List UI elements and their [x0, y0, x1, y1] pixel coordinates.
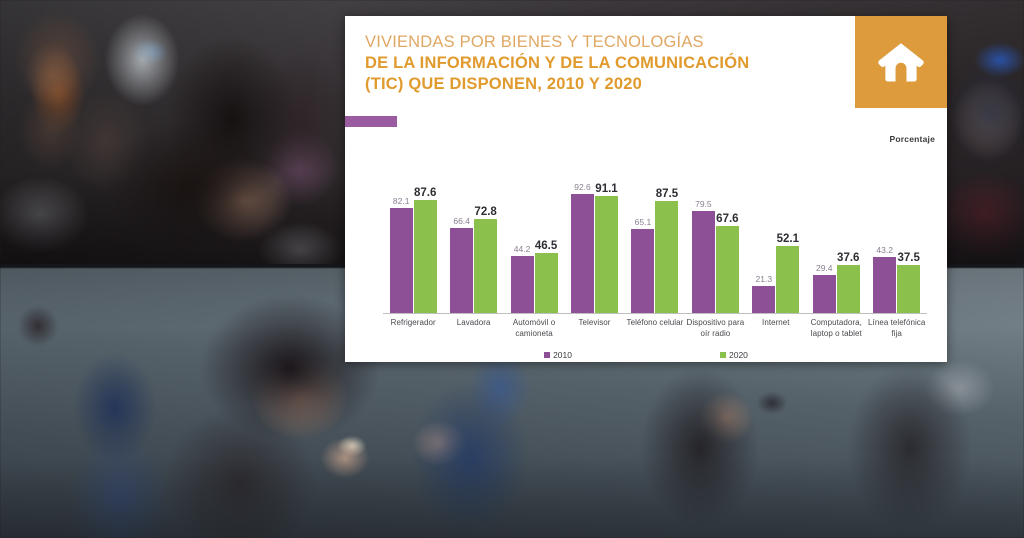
bar-value-label: 79.5 [695, 199, 712, 209]
bar-2020[interactable]: 67.6 [715, 154, 739, 313]
chart-plot-area: 82.1 87.6 66.4 72.8 44.2 46.5 92.6 91.1 65.1 87.5… [365, 154, 927, 314]
title-accent-bar [345, 116, 397, 127]
title-line-2: DE LA INFORMACIÓN Y DE LA COMUNICACIÓN [365, 53, 750, 72]
bar-2020[interactable]: 72.8 [474, 154, 498, 313]
bar-value-label: 46.5 [534, 240, 558, 252]
x-axis-label: Línea telefónica fija [868, 318, 926, 338]
bar-2020[interactable]: 46.5 [534, 154, 558, 313]
bar-2010[interactable]: 66.4 [450, 154, 474, 313]
x-axis-label: Refrigerador [390, 318, 436, 327]
bar-2020[interactable]: 37.6 [836, 154, 860, 313]
bar-rect [812, 275, 836, 313]
bar-value-label: 65.1 [634, 217, 652, 227]
bar-rect [691, 211, 715, 313]
bar-group: 92.6 91.1 [564, 154, 624, 313]
bar-value-label: 44.2 [513, 244, 531, 254]
bar-value-label: 72.8 [474, 206, 497, 218]
legend-label-2020: 2020 [729, 350, 748, 360]
bar-groups: 82.1 87.6 66.4 72.8 44.2 46.5 92.6 91.1 65.1 87.5… [383, 154, 927, 313]
bar-2010[interactable]: 79.5 [691, 154, 715, 313]
chart-legend: 2010 2020 [345, 350, 947, 360]
bar-rect [873, 257, 897, 313]
bar-group: 21.3 52.1 [746, 154, 806, 313]
bar-rect [474, 219, 498, 313]
bar-rect [595, 196, 618, 313]
bar-2020[interactable]: 87.5 [655, 154, 679, 313]
bar-value-label: 52.1 [776, 233, 800, 245]
bar-2010[interactable]: 92.6 [571, 154, 594, 313]
bar-2020[interactable]: 87.6 [413, 154, 437, 313]
bar-rect [389, 208, 413, 313]
bar-value-label: 87.5 [655, 188, 679, 200]
bar-chart: 82.1 87.6 66.4 72.8 44.2 46.5 92.6 91.1 65.1 87.5… [345, 154, 947, 362]
infographic-card: VIVIENDAS POR BIENES Y TECNOLOGÍAS DE LA… [345, 16, 947, 362]
bar-value-label: 82.1 [392, 196, 410, 206]
bar-rect [510, 256, 534, 313]
bar-rect [752, 286, 776, 313]
x-axis-line [383, 313, 927, 314]
bar-group: 65.1 87.5 [625, 154, 685, 313]
title-line-1: VIVIENDAS POR BIENES Y TECNOLOGÍAS [365, 33, 704, 51]
legend-swatch-2010-icon [544, 352, 551, 358]
x-axis-label: Dispositivo para oír radio [686, 318, 745, 338]
legend-item-2020[interactable]: 2020 [720, 350, 748, 360]
bar-2010[interactable]: 43.2 [873, 154, 897, 313]
x-axis-label: Televisor [578, 318, 611, 327]
bar-rect [413, 200, 437, 313]
bar-group: 43.2 37.5 [867, 154, 927, 313]
bar-2020[interactable]: 52.1 [776, 154, 800, 313]
bar-rect [776, 246, 800, 313]
bar-rect [450, 228, 474, 313]
bar-value-label: 87.6 [413, 187, 437, 199]
bar-rect [897, 265, 921, 313]
bar-value-label: 29.4 [815, 263, 833, 273]
bar-rect [715, 226, 739, 313]
bar-2010[interactable]: 21.3 [752, 154, 776, 313]
bar-value-label: 37.6 [837, 252, 860, 264]
bar-2020[interactable]: 91.1 [595, 154, 618, 313]
bar-2010[interactable]: 44.2 [510, 154, 534, 313]
bar-value-label: 66.4 [453, 216, 470, 226]
x-axis-label: Internet [762, 318, 790, 327]
bar-rect [534, 253, 558, 313]
chart-title: VIVIENDAS POR BIENES Y TECNOLOGÍAS DE LA… [365, 32, 865, 94]
bar-2010[interactable]: 65.1 [631, 154, 655, 313]
x-axis-labels: Refrigerador Lavadora Automóvil o camionet… [383, 318, 927, 340]
bar-value-label: 43.2 [876, 245, 893, 255]
bar-2010[interactable]: 29.4 [812, 154, 836, 313]
bar-rect [655, 201, 679, 313]
bar-rect [571, 194, 594, 313]
bar-2020[interactable]: 37.5 [897, 154, 921, 313]
bar-value-label: 92.6 [574, 182, 591, 192]
house-icon [876, 37, 926, 87]
title-line-3: (TIC) QUE DISPONEN, 2010 Y 2020 [365, 74, 643, 93]
legend-item-2010[interactable]: 2010 [544, 350, 572, 360]
bar-value-label: 67.6 [716, 213, 739, 225]
bar-group: 79.5 67.6 [685, 154, 745, 313]
x-axis-label: Automóvil o camioneta [512, 318, 556, 338]
bar-value-label: 21.3 [755, 274, 773, 284]
x-axis-label: Teléfono celular [626, 318, 684, 327]
card-header: VIVIENDAS POR BIENES Y TECNOLOGÍAS DE LA… [345, 16, 947, 144]
bar-rect [631, 229, 655, 313]
x-axis-label: Lavadora [456, 318, 491, 327]
x-axis-label: Computadora, laptop o tablet [810, 318, 862, 338]
house-icon-badge [855, 16, 947, 108]
legend-swatch-2020-icon [720, 352, 726, 358]
legend-label-2010: 2010 [553, 350, 572, 360]
bar-group: 66.4 72.8 [443, 154, 503, 313]
bar-rect [836, 265, 860, 313]
bar-value-label: 37.5 [897, 252, 920, 264]
bar-group: 82.1 87.6 [383, 154, 443, 313]
bar-value-label: 91.1 [595, 183, 618, 195]
bar-group: 29.4 37.6 [806, 154, 866, 313]
unit-label: Porcentaje [889, 134, 935, 144]
bar-2010[interactable]: 82.1 [389, 154, 413, 313]
bar-group: 44.2 46.5 [504, 154, 564, 313]
